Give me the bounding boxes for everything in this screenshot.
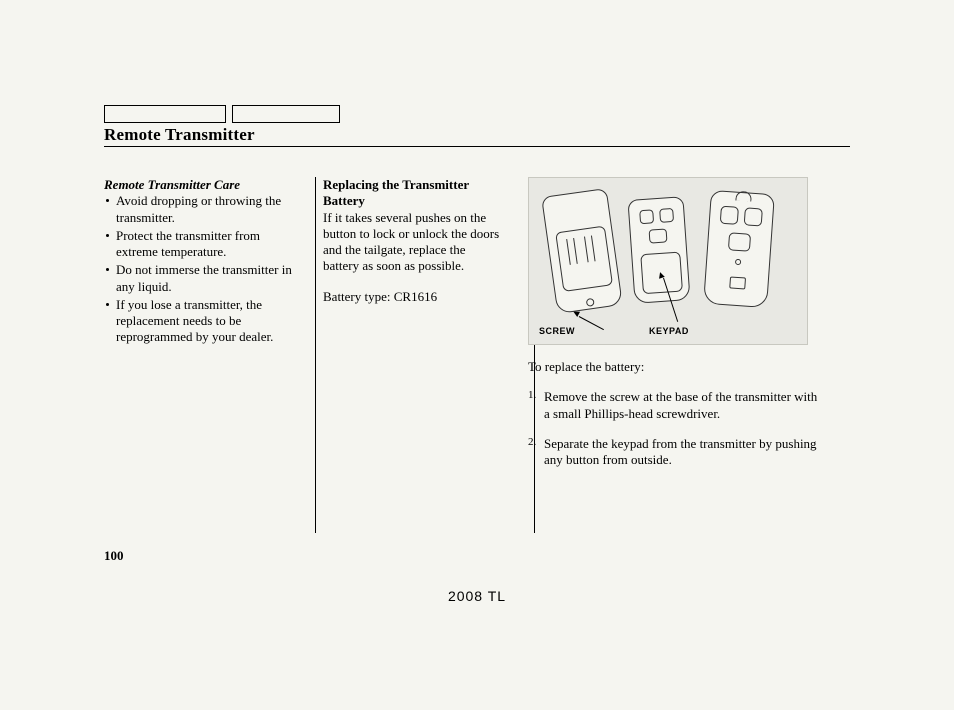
- step-text: Separate the keypad from the transmitter…: [544, 436, 817, 467]
- replace-step: 2. Separate the keypad from the transmitt…: [528, 436, 822, 469]
- care-bullet: Avoid dropping or throwing the transmitt…: [104, 193, 295, 226]
- care-bullet-list: Avoid dropping or throwing the transmitt…: [104, 193, 295, 345]
- care-bullet: Protect the transmitter from extreme tem…: [104, 228, 295, 261]
- battery-type-line: Battery type: CR1616: [323, 289, 500, 305]
- step-text: Remove the screw at the base of the tran…: [544, 389, 817, 420]
- manual-page: Remote Transmitter Remote Transmitter Ca…: [104, 105, 850, 482]
- fob-keypad-icon: [627, 196, 690, 304]
- care-bullet: Do not immerse the transmitter in any li…: [104, 262, 295, 295]
- header-box-2: [232, 105, 340, 123]
- footer-model-year: 2008 TL: [0, 588, 954, 604]
- content-columns: Remote Transmitter Care Avoid dropping o…: [104, 177, 850, 482]
- replace-step: 1. Remove the screw at the base of the tr…: [528, 389, 822, 422]
- column-rule-1: [315, 177, 316, 533]
- replace-intro: To replace the battery:: [528, 359, 822, 375]
- col1-heading: Remote Transmitter Care: [104, 177, 295, 193]
- column-2: Replacing the Transmitter Battery If it …: [309, 177, 514, 482]
- page-title: Remote Transmitter: [104, 125, 850, 147]
- fob-front-shell-icon: [703, 190, 775, 308]
- fob-back-shell-icon: [541, 188, 623, 314]
- step-number: 1.: [528, 389, 536, 403]
- col2-heading: Replacing the Transmitter Battery: [323, 177, 500, 210]
- replace-steps: 1. Remove the screw at the base of the tr…: [528, 389, 822, 468]
- column-1: Remote Transmitter Care Avoid dropping o…: [104, 177, 309, 482]
- header-box-1: [104, 105, 226, 123]
- screw-arrow-icon: [579, 316, 604, 330]
- transmitter-figure: SCREW KEYPAD: [528, 177, 808, 345]
- figure-label-screw: SCREW: [539, 326, 575, 337]
- header-box-row: [104, 105, 850, 123]
- col2-body: If it takes several pushes on the button…: [323, 210, 500, 275]
- step-number: 2.: [528, 436, 536, 450]
- care-bullet: If you lose a transmitter, the replaceme…: [104, 297, 295, 346]
- figure-label-keypad: KEYPAD: [649, 326, 689, 337]
- page-number: 100: [104, 548, 124, 564]
- column-3: SCREW KEYPAD To replace the battery: 1. R…: [514, 177, 822, 482]
